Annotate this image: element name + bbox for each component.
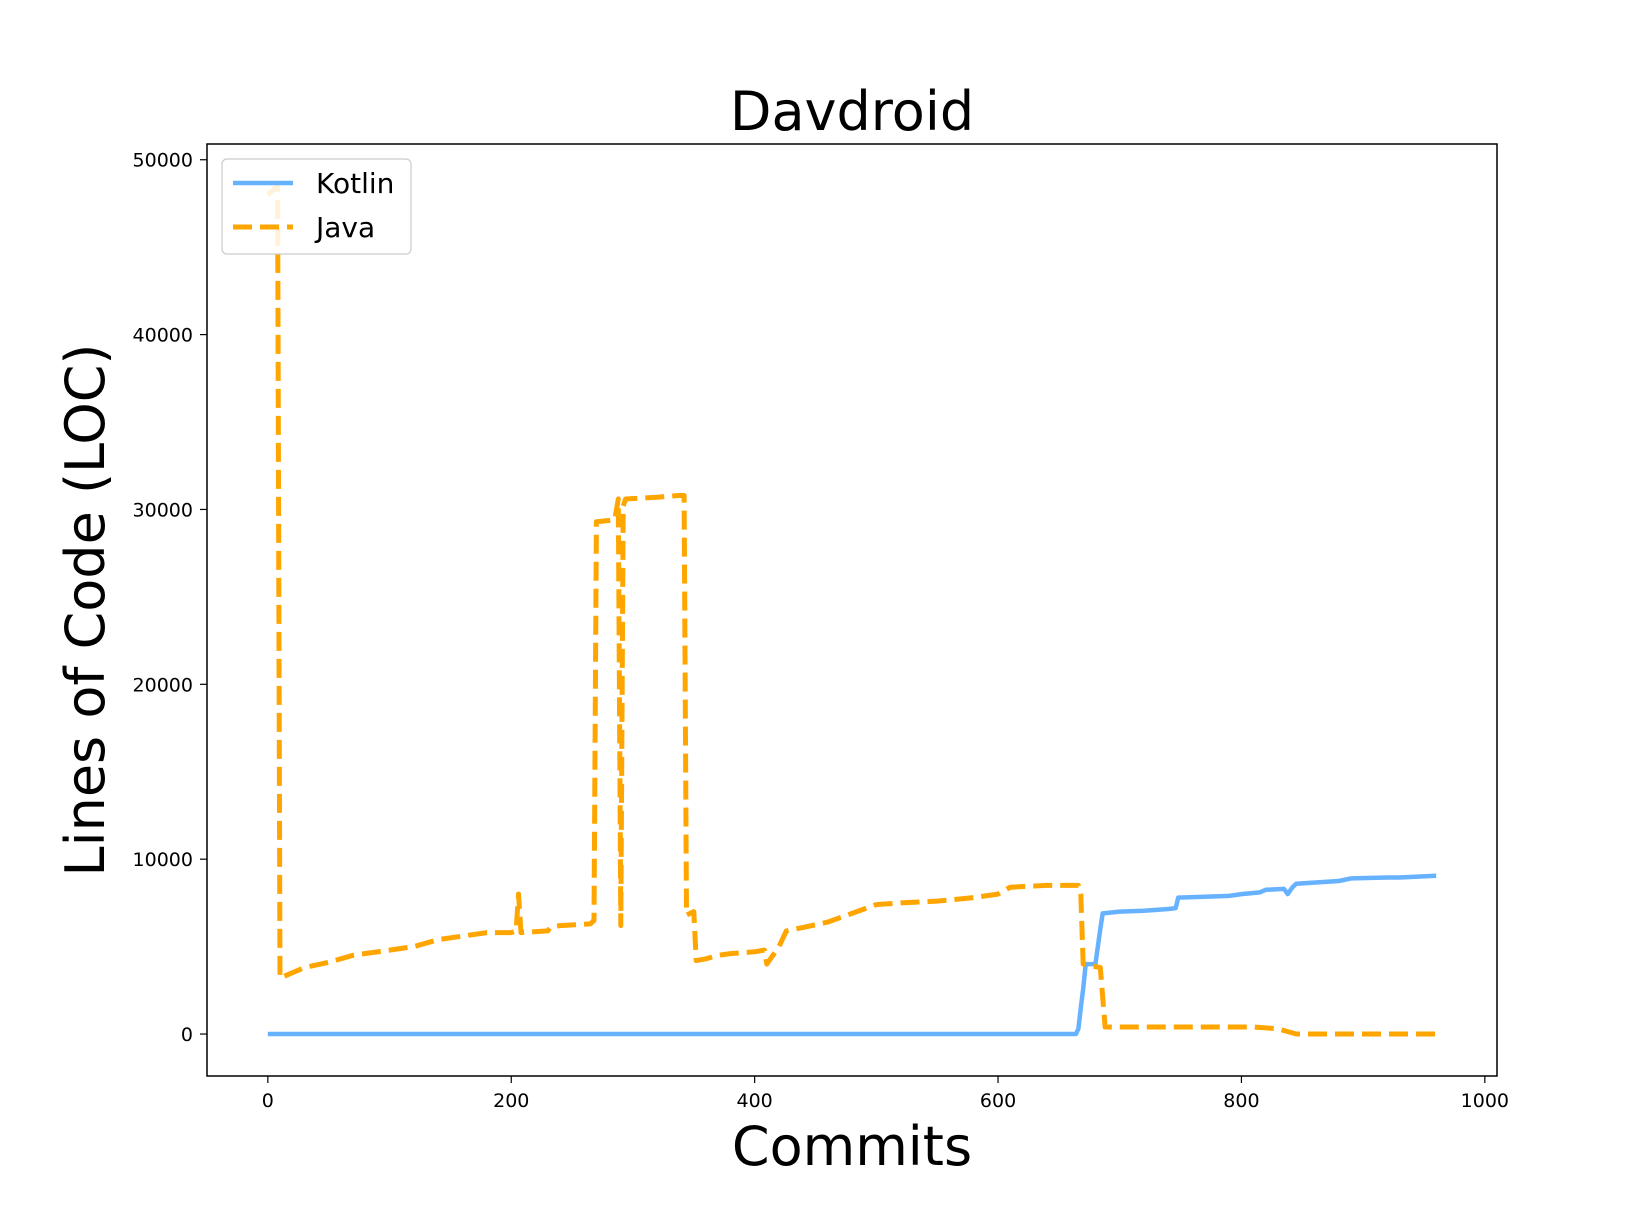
x-tick-label: 200 bbox=[493, 1090, 529, 1112]
y-tick-label: 0 bbox=[181, 1024, 193, 1046]
chart-title: Davdroid bbox=[730, 80, 974, 143]
y-axis-ticks: 0 10000 20000 30000 40000 50000 bbox=[133, 150, 207, 1046]
x-tick-label: 400 bbox=[737, 1090, 773, 1112]
y-tick-label: 20000 bbox=[133, 674, 193, 696]
y-tick-label: 10000 bbox=[133, 849, 193, 871]
x-tick-label: 0 bbox=[262, 1090, 274, 1112]
legend-java-label: Java bbox=[314, 211, 375, 244]
series-layer bbox=[266, 183, 1437, 1037]
x-tick-label: 600 bbox=[980, 1090, 1016, 1112]
series-line-java bbox=[266, 183, 1437, 1037]
series-line-kotlin bbox=[267, 873, 1437, 1037]
y-axis-title: Lines of Code (LOC) bbox=[54, 344, 117, 877]
plot-area-frame bbox=[206, 143, 1498, 1077]
x-tick-label: 800 bbox=[1223, 1090, 1259, 1112]
y-tick-label: 30000 bbox=[133, 499, 193, 521]
y-tick-label: 40000 bbox=[133, 325, 193, 347]
x-tick-label: 1000 bbox=[1461, 1090, 1509, 1112]
y-tick-label: 50000 bbox=[133, 150, 193, 172]
x-axis-ticks: 0 200 400 600 800 1000 bbox=[262, 1076, 1509, 1112]
legend: Kotlin Java bbox=[221, 158, 412, 255]
legend-kotlin-label: Kotlin bbox=[316, 167, 394, 200]
x-axis-title: Commits bbox=[732, 1115, 972, 1178]
